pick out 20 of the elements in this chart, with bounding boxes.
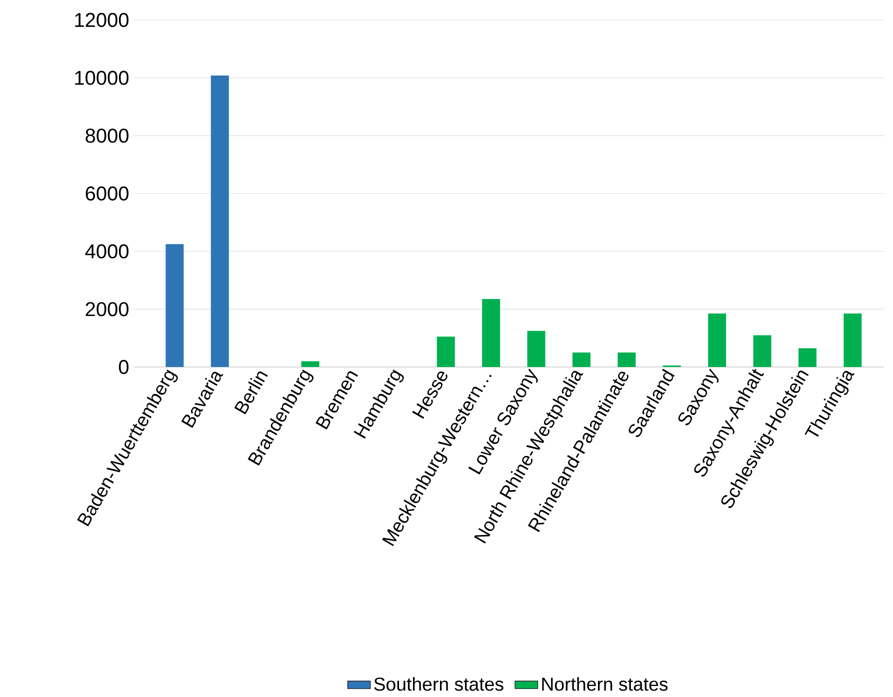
bar	[166, 244, 184, 368]
bar	[210, 76, 229, 368]
bar	[301, 361, 320, 368]
y-tick-label: 6000	[86, 186, 128, 201]
y-tick-label: 8000	[86, 128, 128, 143]
bar	[708, 314, 726, 368]
legend-label: Northern states	[542, 677, 668, 691]
bar	[482, 299, 500, 368]
y-tick-label: 12000	[75, 12, 128, 28]
y-tick-label: 10000	[75, 70, 128, 85]
y-tick-label: 2000	[86, 302, 128, 316]
bar	[572, 352, 590, 368]
bar	[844, 314, 862, 368]
bar	[753, 335, 772, 368]
legend-label: Southern states	[374, 677, 504, 691]
bar	[527, 330, 546, 368]
bar	[618, 352, 636, 368]
bar	[798, 348, 816, 368]
y-tick-label: 4000	[85, 244, 128, 258]
bar	[436, 336, 455, 368]
